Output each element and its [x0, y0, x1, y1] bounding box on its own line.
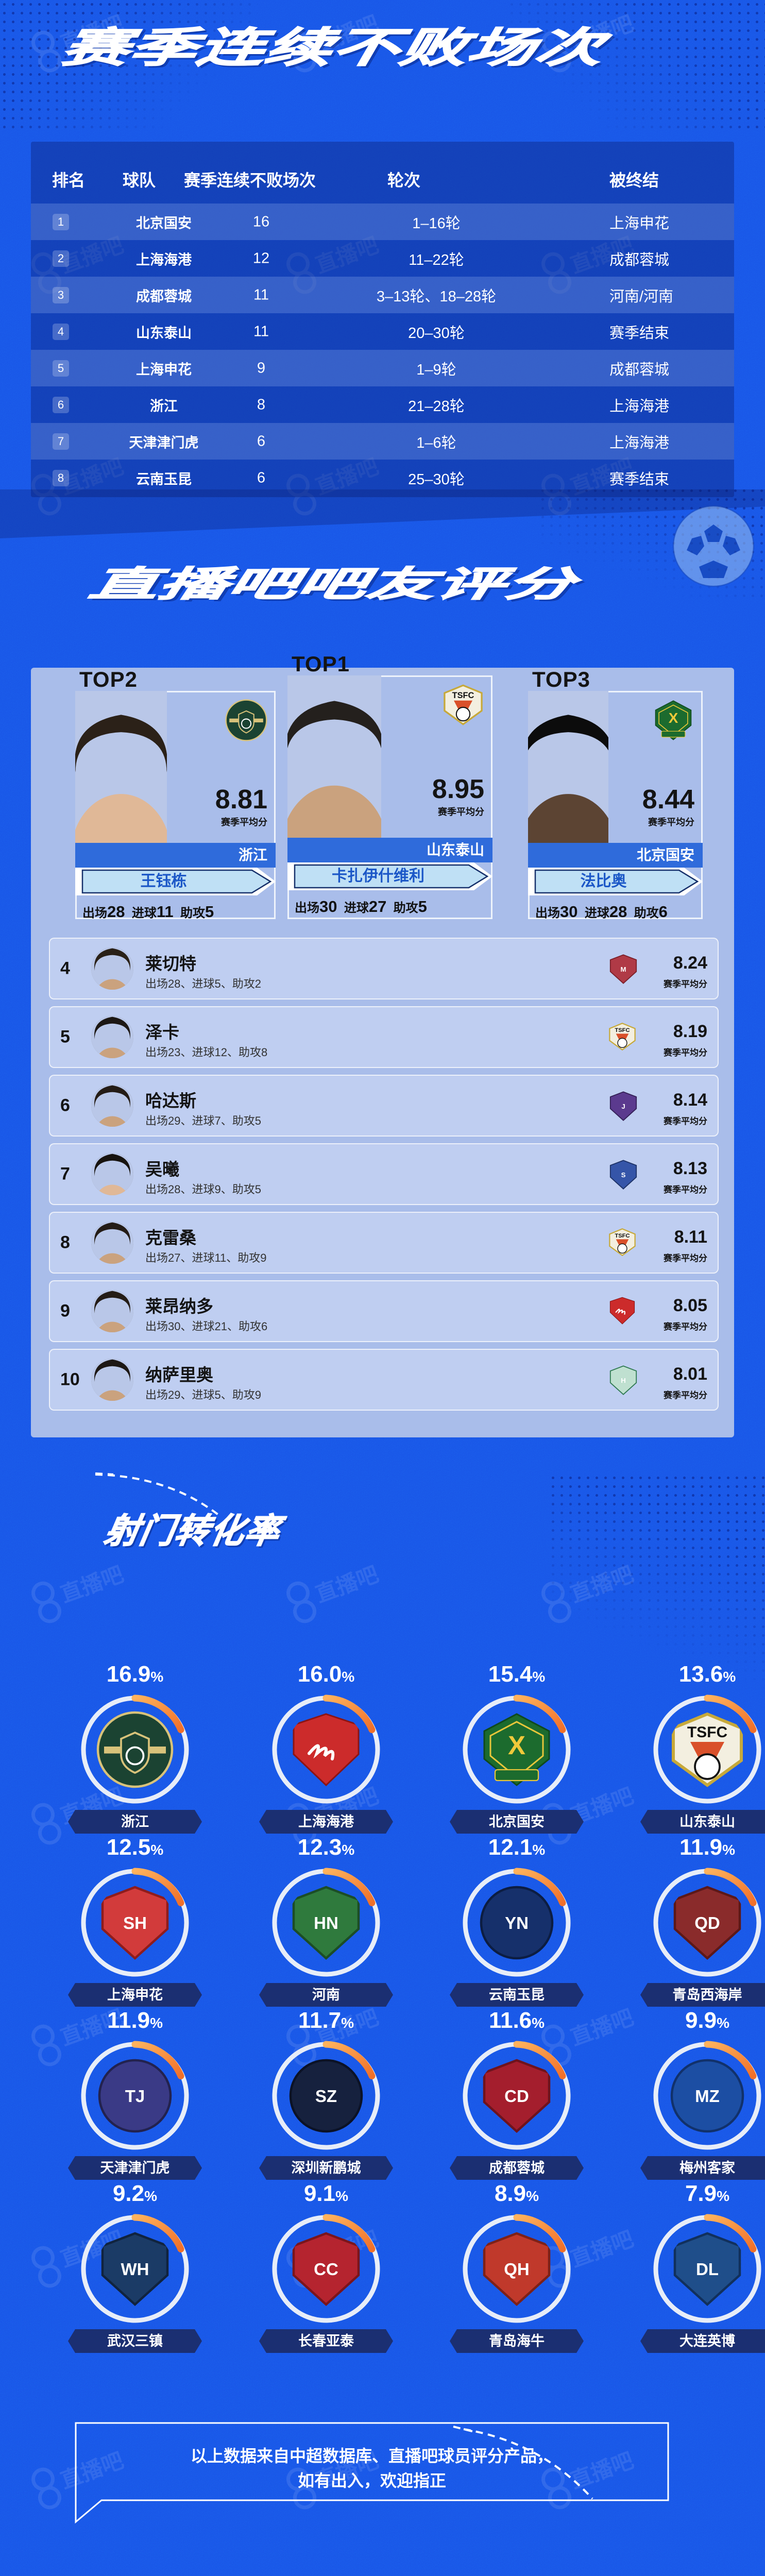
- svg-text:S: S: [621, 1171, 626, 1179]
- svg-text:MZ: MZ: [695, 2087, 720, 2106]
- svg-text:J: J: [621, 1103, 625, 1110]
- svg-text:CC: CC: [314, 2260, 338, 2279]
- svg-text:WH: WH: [121, 2260, 149, 2279]
- svg-text:TSFC: TSFC: [687, 1724, 727, 1741]
- svg-text:QH: QH: [504, 2260, 530, 2279]
- svg-text:TSFC: TSFC: [615, 1027, 630, 1033]
- svg-text:DL: DL: [696, 2260, 719, 2279]
- svg-text:SZ: SZ: [315, 2087, 337, 2106]
- svg-text:X: X: [508, 1731, 525, 1760]
- svg-text:SH: SH: [123, 1913, 147, 1933]
- svg-text:CD: CD: [504, 2087, 529, 2106]
- svg-text:TJ: TJ: [125, 2087, 145, 2106]
- svg-text:H: H: [621, 1377, 626, 1384]
- svg-text:QD: QD: [694, 1913, 720, 1933]
- svg-text:TSFC: TSFC: [615, 1233, 630, 1239]
- svg-text:TSFC: TSFC: [452, 691, 474, 700]
- svg-text:M: M: [621, 965, 626, 973]
- svg-text:YN: YN: [505, 1913, 529, 1933]
- svg-text:HN: HN: [314, 1913, 338, 1933]
- svg-text:X: X: [669, 710, 678, 726]
